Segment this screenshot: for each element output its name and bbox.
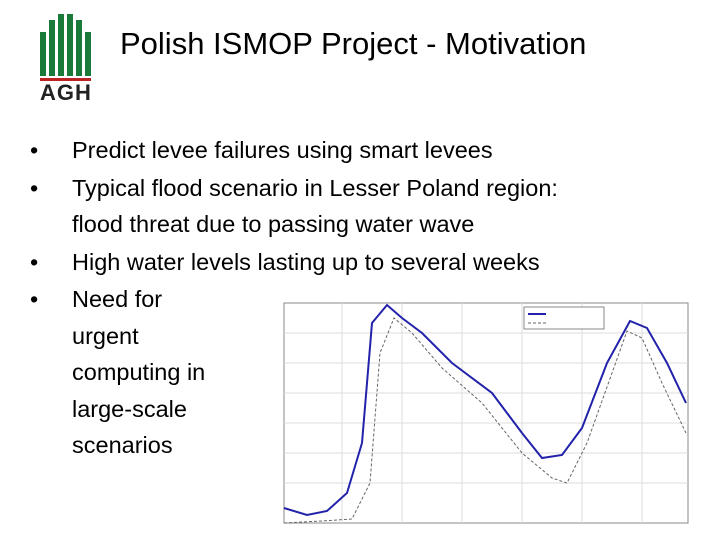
chart-image bbox=[283, 302, 689, 524]
bullet-dot: • bbox=[30, 286, 39, 312]
slide-title: Polish ISMOP Project - Motivation bbox=[120, 26, 587, 61]
bullet-text: computing in bbox=[72, 359, 206, 385]
bullet-dot: • bbox=[30, 248, 39, 275]
logo-text: AGH bbox=[40, 80, 92, 105]
bullet-text: urgent bbox=[72, 322, 139, 349]
bullet-dot: • bbox=[30, 137, 39, 163]
bullet-text: Predict levee failures using smart levee… bbox=[72, 137, 493, 163]
bullet-text: large-scale bbox=[72, 395, 187, 422]
logo-mark bbox=[40, 14, 91, 81]
bullet-text: Need for bbox=[72, 286, 163, 312]
bullet-dot: • bbox=[30, 174, 39, 201]
bullet-text: scenarios bbox=[72, 432, 173, 458]
bullet-text: High water levels lasting up to several … bbox=[72, 248, 540, 275]
bullet-text: flood threat due to passing water wave bbox=[72, 211, 475, 237]
bullet-text: Typical flood scenario in Lesser Poland … bbox=[72, 174, 558, 201]
